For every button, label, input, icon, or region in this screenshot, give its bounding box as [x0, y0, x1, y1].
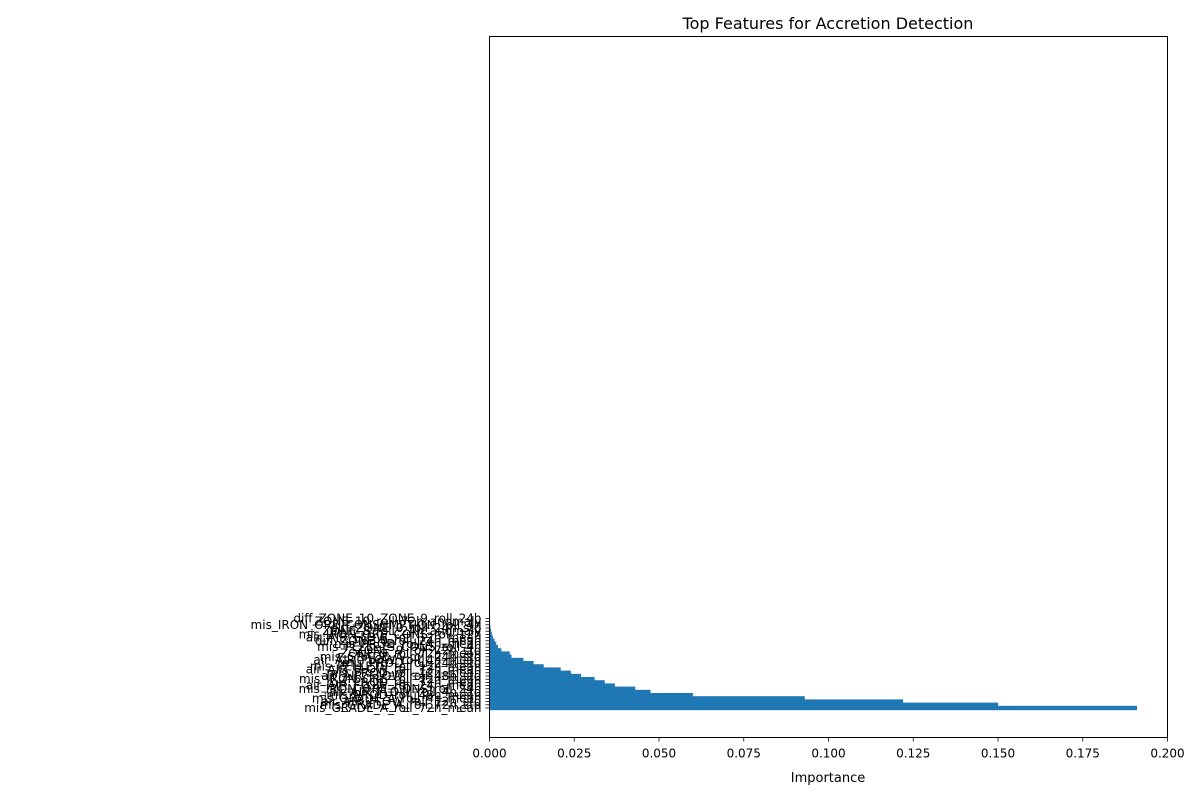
y-tick-label: mis_PELLETS_CONS_roll_4h	[317, 640, 481, 654]
bar	[489, 686, 636, 691]
bar	[489, 699, 904, 704]
y-tick-label: mis_PROD_roll_4h_mean	[334, 637, 482, 651]
bar	[489, 645, 498, 650]
bar	[489, 667, 561, 672]
plot-frame	[489, 36, 1168, 738]
bar	[489, 651, 510, 656]
y-tick-label: mis_PROD_roll_12h_mean	[326, 666, 481, 680]
y-tick-label: ZONE_9_roll_72h_std	[356, 643, 482, 657]
y-tick-label: air_AIR_FLOW_roll_12h_mean	[306, 631, 482, 645]
x-axis-label: Importance	[791, 771, 866, 786]
y-tick-label: mis_GRADE_A_roll_72h_mean	[304, 701, 481, 715]
bar	[489, 677, 595, 682]
y-tick-label: diff_ZONE_10_ZONE_9_roll_24h	[293, 611, 481, 625]
y-tick-label: mis_GRADE_A_roll_72h_std	[320, 698, 482, 712]
x-tick-label: 0.050	[642, 747, 676, 761]
y-tick-label: mis_GRADE_A_roll_4h_mean	[312, 691, 482, 705]
y-tick-label: air_AIR_FLOW_roll_24h_mean	[306, 679, 482, 693]
bar	[489, 689, 651, 695]
bar	[489, 661, 534, 666]
y-tick-label: ZONE_10_roll_72h_anomaly	[315, 615, 482, 629]
bar	[489, 629, 492, 634]
x-tick-label: 0.200	[1150, 747, 1184, 761]
y-tick-label: mis_IRON_ORE_roll_72h_mean	[299, 672, 482, 686]
bar	[489, 693, 693, 698]
y-tick-label: ZONE_8_roll_24h_anomaly	[322, 624, 481, 638]
y-tick-label: air_AIR_FLOW_roll_48h_std	[321, 669, 481, 683]
x-tick-label: 0.075	[727, 747, 761, 761]
bar	[489, 696, 805, 701]
bar	[489, 683, 615, 688]
x-tick-label: 0.000	[472, 747, 506, 761]
y-tick-label: air_AIR_FLOW_roll_72h_mean	[306, 663, 482, 677]
y-tick-label: diff_ZONE_0_roll_24h_mean	[315, 634, 482, 648]
bars-group	[489, 616, 1137, 711]
y-tick-label: mis_PELLETS_roll_12h_mean	[310, 659, 482, 673]
bar	[489, 670, 571, 675]
bar	[489, 702, 998, 707]
x-tick-label: 0.175	[1066, 747, 1100, 761]
y-tick-label: mis_PROD_roll_24h_std	[342, 656, 482, 670]
bar	[489, 635, 493, 640]
bar	[489, 648, 502, 653]
bar	[489, 673, 582, 679]
y-tick-label: mis_IRON_ORE_CONS_roll_24h	[299, 682, 482, 696]
y-tick-label: air_AIR_FLOW_roll_4h_std	[329, 685, 482, 699]
y-tick-label: mis_PROD_roll_72h_mean	[326, 675, 481, 689]
y-tick-label: air_AIR_FLOW_roll_12h_std	[321, 695, 481, 709]
y-tick-labels-group: mis_GRADE_A_roll_72h_meanmis_GRADE_A_rol…	[251, 611, 490, 715]
x-tick-label: 0.100	[811, 747, 845, 761]
bar	[489, 657, 524, 663]
bar	[489, 632, 492, 637]
bar	[489, 638, 495, 643]
bar	[489, 705, 1137, 711]
y-tick-label: air_AIR_FLOW_roll_4h_mean	[313, 653, 481, 667]
bar	[489, 680, 605, 685]
x-tick-label: 0.025	[557, 747, 591, 761]
y-tick-label: ZONE_9_roll_72h_mean	[340, 647, 481, 661]
bar	[489, 664, 544, 669]
x-tick-label: 0.150	[981, 747, 1015, 761]
y-tick-label: mis_IRON_ORE_CONS_roll_12h	[299, 627, 482, 641]
chart-title: Top Features for Accretion Detection	[682, 14, 974, 33]
bar	[489, 641, 497, 647]
y-tick-label: diff_ZONE_0_roll_24h_std	[330, 621, 481, 635]
y-tick-label: mis_IRON_ORE_CONSUMPTION_roll_4h	[251, 618, 482, 632]
y-tick-label: mis_PROD_roll_48h_mean	[326, 688, 481, 702]
x-ticks-group: 0.000 0.025 0.050 0.075 0.100 0.125 0.150 0.175…	[472, 737, 1185, 761]
bar	[489, 625, 491, 631]
x-tick-label: 0.125	[896, 747, 930, 761]
y-tick-label: mis_GRADE_A_roll_24h_std	[320, 650, 482, 664]
bar	[489, 654, 512, 659]
